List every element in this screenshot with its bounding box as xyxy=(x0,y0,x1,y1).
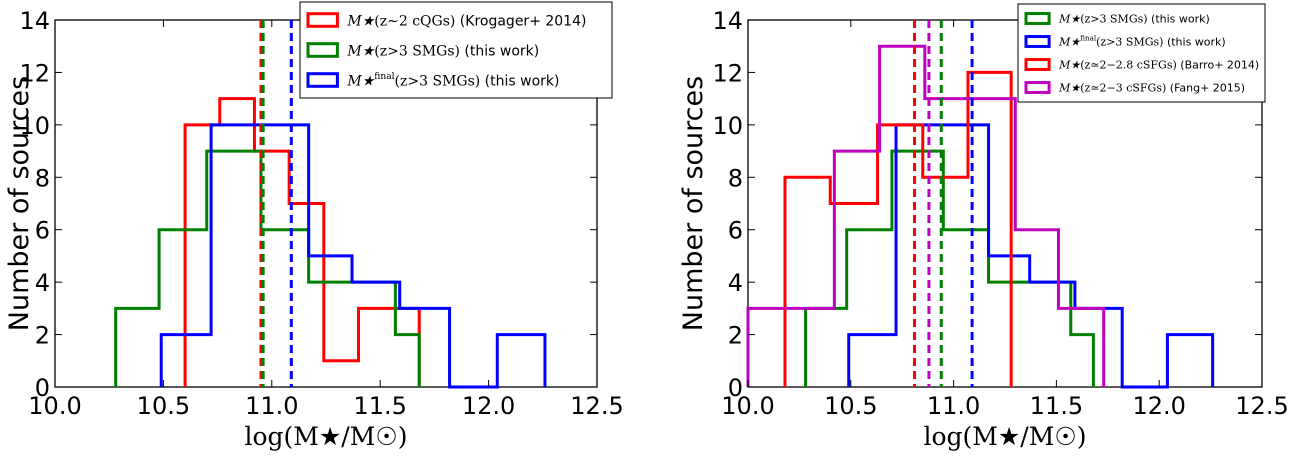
x-tick-label: 11.5 xyxy=(1030,392,1083,420)
y-tick-label: 6 xyxy=(728,217,743,245)
histogram-series-1 xyxy=(804,149,1095,387)
histogram-series-4 xyxy=(746,44,1106,387)
x-tick-label: 10.0 xyxy=(28,392,81,420)
y-tick-label: 8 xyxy=(728,164,743,192)
y-tick-label: 6 xyxy=(35,217,50,245)
y-tick-label: 8 xyxy=(35,164,50,192)
y-tick-label: 10 xyxy=(19,112,50,140)
y-tick-label: 2 xyxy=(35,322,50,350)
legend-swatch xyxy=(306,72,339,88)
legend-box xyxy=(299,1,613,99)
x-tick-label: 12.5 xyxy=(570,392,623,420)
y-tick-label: 14 xyxy=(19,7,50,35)
legend-entry-4: M★(z≃2−3 cSFGs) (Fang+ 2015) xyxy=(1058,82,1245,95)
legend-swatch xyxy=(306,12,339,28)
x-tick-label: 10.5 xyxy=(824,392,877,420)
y-tick-label: 12 xyxy=(712,59,743,87)
x-tick-label: 11.0 xyxy=(927,392,980,420)
legend: M★(z∼2 cQGs) (Krogager+ 2014) M★(z>3 SMGs… xyxy=(299,1,613,99)
legend-swatch xyxy=(306,42,339,58)
y-axis-label: Number of sources xyxy=(678,76,709,331)
legend-entry-1: M★(z∼2 cQGs) (Krogager+ 2014) xyxy=(346,13,586,29)
y-tick-label: 4 xyxy=(35,269,50,297)
legend-swatch xyxy=(1024,12,1051,25)
x-tick-label: 10.0 xyxy=(721,392,774,420)
histogram-series-2 xyxy=(847,123,1215,389)
legend-entry-1: M★(z>3 SMGs) (this work) xyxy=(1058,13,1210,26)
legend: M★(z>3 SMGs) (this work) M★final(z>3 SMGs… xyxy=(1017,3,1266,103)
x-tick-label: 12.0 xyxy=(462,392,515,420)
histogram-series-1 xyxy=(183,97,421,387)
y-tick-label: 0 xyxy=(35,374,50,402)
histogram-series-3 xyxy=(783,70,1013,387)
histogram-series-3 xyxy=(159,123,547,389)
plot-frame xyxy=(747,19,1263,388)
y-tick-label: 0 xyxy=(728,374,743,402)
legend-swatch xyxy=(1024,81,1051,94)
y-tick-label: 4 xyxy=(728,269,743,297)
legend-entry-3: M★final(z>3 SMGs) (this work) xyxy=(346,72,559,89)
legend-entry-2: M★(z>3 SMGs) (this work) xyxy=(346,43,539,59)
legend-swatch xyxy=(1024,35,1051,48)
x-tick-label: 12.0 xyxy=(1132,392,1185,420)
x-tick-label: 11.0 xyxy=(245,392,298,420)
y-tick-label: 12 xyxy=(19,59,50,87)
legend-swatch xyxy=(1024,58,1051,71)
chart-panel-2: 10.0 10.5 11.0 11.5 12.0 12.5 0 2 4 6 8 10 12 14 Numbe… xyxy=(678,3,1289,451)
chart-panel-1: 10.0 10.5 11.0 11.5 12.0 12.5 0 2 4 6 8 10 12 14 Numbe… xyxy=(4,1,624,451)
y-tick-label: 10 xyxy=(712,112,743,140)
x-axis-label: log(M★/M☉) xyxy=(923,422,1086,451)
legend-entry-2: M★final(z>3 SMGs) (this work) xyxy=(1058,34,1226,49)
y-tick-label: 14 xyxy=(712,7,743,35)
y-axis-label: Number of sources xyxy=(4,76,35,331)
legend-entry-3: M★(z≃2−2.8 cSFGs) (Barro+ 2014) xyxy=(1058,59,1259,72)
x-tick-label: 12.5 xyxy=(1235,392,1288,420)
legend-box xyxy=(1017,3,1266,103)
x-tick-label: 10.5 xyxy=(137,392,190,420)
y-tick-label: 2 xyxy=(728,322,743,350)
x-tick-label: 11.5 xyxy=(353,392,406,420)
x-axis-label: log(M★/M☉) xyxy=(244,422,407,451)
